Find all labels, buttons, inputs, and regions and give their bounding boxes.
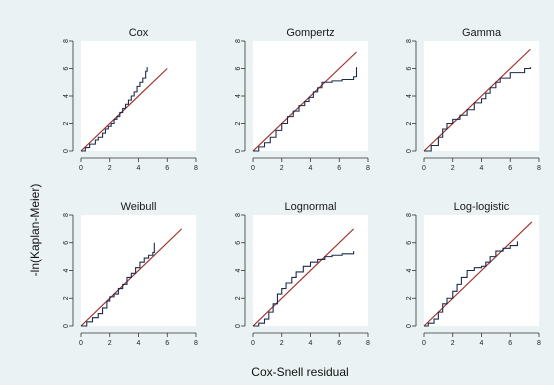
y-tick-label: 8	[406, 213, 413, 217]
x-tick-label: 4	[137, 340, 141, 347]
y-tick-label: 4	[63, 94, 70, 98]
x-tick-label: 2	[108, 165, 112, 172]
y-tick-label: 6	[63, 66, 70, 70]
panel-title: Gompertz	[286, 27, 334, 39]
x-tick-label: 0	[79, 340, 83, 347]
y-tick-label: 0	[63, 324, 70, 328]
x-tick-label: 6	[165, 165, 169, 172]
y-tick-label: 6	[235, 241, 242, 245]
y-tick-label: 8	[406, 39, 413, 43]
y-tick-label: 4	[406, 94, 413, 98]
y-tick-label: 4	[63, 268, 70, 272]
x-tick-label: 6	[337, 165, 341, 172]
panel-title: Lognormal	[285, 201, 337, 213]
x-tick-label: 0	[79, 165, 83, 172]
panels: Cox 0 2 4 6 8 0 2 4 6 8 Gompertz 0 2 4 6 8 0 2 4 6 8 Gamma 0 2 4 6…	[63, 27, 541, 347]
x-tick-label: 4	[137, 165, 141, 172]
x-tick-label: 6	[337, 340, 341, 347]
x-tick-label: 0	[422, 165, 426, 172]
reference-line	[423, 48, 531, 152]
x-tick-label: 8	[366, 340, 370, 347]
y-tick-label: 2	[235, 296, 242, 300]
panel-cox: Cox 0 2 4 6 8 0 2 4 6 8	[63, 27, 198, 172]
x-tick-label: 8	[194, 165, 198, 172]
x-tick-label: 2	[108, 340, 112, 347]
km-step-line	[424, 241, 518, 327]
reference-line	[80, 68, 168, 152]
panel-title: Gamma	[462, 27, 502, 39]
y-tick-label: 4	[235, 94, 242, 98]
panel-title: Weibull	[121, 201, 157, 213]
y-tick-label: 8	[63, 213, 70, 217]
km-step-line	[81, 242, 155, 327]
y-axis-title: -ln(Kaplan-Meier)	[28, 184, 42, 277]
km-step-line	[253, 67, 358, 152]
x-tick-label: 4	[309, 165, 313, 172]
x-tick-label: 6	[508, 165, 512, 172]
x-tick-label: 0	[422, 340, 426, 347]
y-tick-label: 2	[63, 121, 70, 125]
panel-weibull: Weibull 0 2 4 6 8 0 2 4 6 8	[63, 201, 198, 347]
y-tick-label: 6	[235, 66, 242, 70]
km-step-line	[424, 67, 531, 152]
x-tick-label: 4	[309, 340, 313, 347]
x-tick-label: 6	[508, 340, 512, 347]
x-tick-label: 2	[451, 165, 455, 172]
x-tick-label: 2	[280, 165, 284, 172]
y-tick-label: 2	[406, 121, 413, 125]
y-tick-label: 2	[406, 296, 413, 300]
x-tick-label: 0	[251, 340, 255, 347]
panel-log-logistic: Log-logistic 0 2 4 6 8 0 2 4 6 8	[406, 201, 541, 347]
y-tick-label: 8	[235, 39, 242, 43]
y-tick-label: 2	[235, 121, 242, 125]
x-tick-label: 8	[537, 340, 541, 347]
panel-title: Log-logistic	[454, 201, 510, 213]
y-tick-label: 4	[406, 268, 413, 272]
y-tick-label: 2	[63, 296, 70, 300]
reference-line	[252, 228, 355, 327]
x-axis-title: Cox-Snell residual	[251, 365, 348, 379]
y-tick-label: 0	[63, 149, 70, 153]
y-tick-label: 0	[235, 149, 242, 153]
x-tick-label: 4	[480, 340, 484, 347]
panel-title: Cox	[129, 27, 149, 39]
x-tick-label: 8	[194, 340, 198, 347]
x-tick-label: 8	[366, 165, 370, 172]
x-tick-label: 6	[165, 340, 169, 347]
reference-line	[423, 221, 533, 327]
y-tick-label: 6	[406, 66, 413, 70]
y-tick-label: 0	[406, 149, 413, 153]
y-tick-label: 8	[63, 39, 70, 43]
panel-lognormal: Lognormal 0 2 4 6 8 0 2 4 6 8	[235, 201, 370, 347]
panel-gompertz: Gompertz 0 2 4 6 8 0 2 4 6 8	[235, 27, 370, 172]
x-tick-label: 2	[280, 340, 284, 347]
y-tick-label: 4	[235, 268, 242, 272]
y-tick-label: 6	[406, 241, 413, 245]
km-step-line	[253, 251, 355, 327]
x-tick-label: 0	[251, 165, 255, 172]
x-tick-label: 4	[480, 165, 484, 172]
y-tick-label: 0	[406, 324, 413, 328]
y-tick-label: 8	[235, 213, 242, 217]
x-tick-label: 2	[451, 340, 455, 347]
panel-gamma: Gamma 0 2 4 6 8 0 2 4 6 8	[406, 27, 541, 172]
y-tick-label: 0	[235, 324, 242, 328]
y-tick-label: 6	[63, 241, 70, 245]
x-tick-label: 8	[537, 165, 541, 172]
km-step-line	[81, 67, 148, 152]
